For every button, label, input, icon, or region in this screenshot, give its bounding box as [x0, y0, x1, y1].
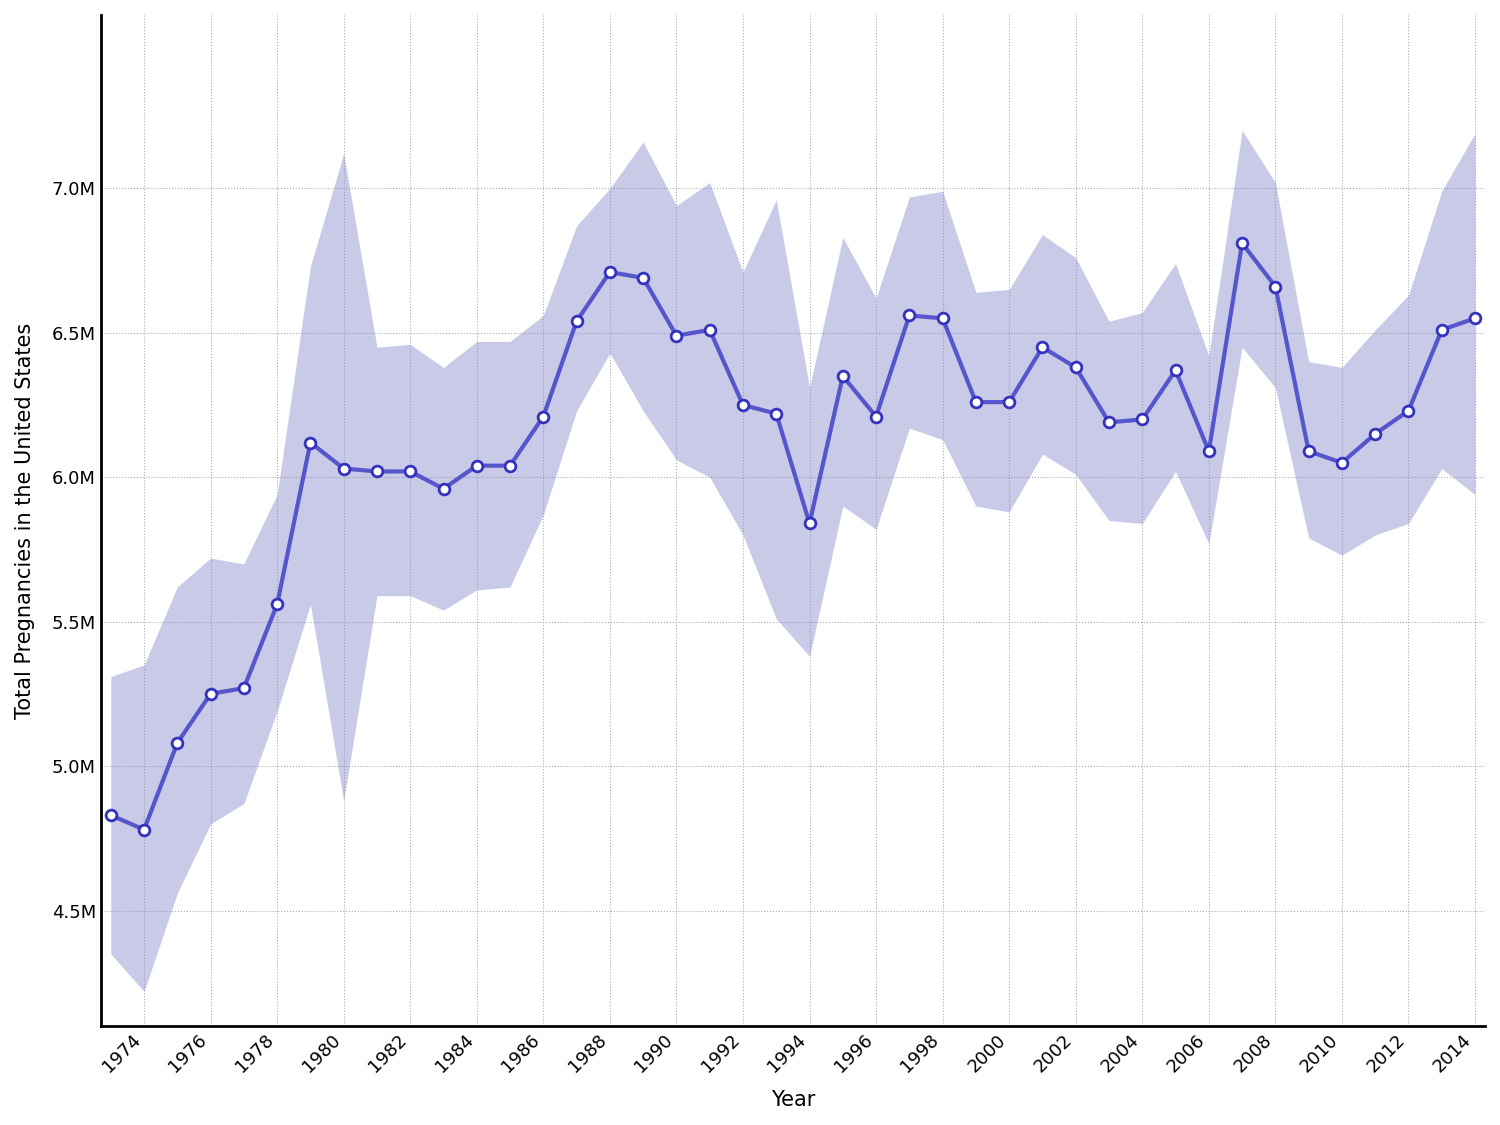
- Point: [165, 734, 189, 752]
- Point: [831, 367, 855, 385]
- Point: [1430, 321, 1454, 339]
- Point: [1131, 411, 1155, 429]
- Point: [1030, 339, 1054, 357]
- Point: [964, 393, 988, 411]
- Point: [364, 462, 388, 480]
- Point: [99, 807, 123, 825]
- Y-axis label: Total Pregnancies in the United States: Total Pregnancies in the United States: [15, 323, 34, 719]
- Point: [432, 479, 456, 497]
- Point: [1263, 278, 1287, 296]
- Point: [198, 685, 222, 703]
- Point: [132, 820, 156, 838]
- Point: [1197, 442, 1221, 460]
- Point: [864, 407, 888, 425]
- Point: [765, 405, 789, 423]
- Point: [1330, 453, 1354, 471]
- Point: [1064, 359, 1088, 377]
- Point: [332, 459, 356, 477]
- Point: [664, 326, 688, 344]
- Point: [1396, 402, 1420, 420]
- Point: [298, 433, 322, 451]
- Point: [531, 407, 555, 425]
- Point: [232, 680, 256, 698]
- Point: [1230, 234, 1254, 252]
- Point: [598, 263, 622, 281]
- Point: [998, 393, 1022, 411]
- Point: [930, 309, 954, 327]
- Point: [465, 457, 489, 475]
- Point: [1296, 442, 1320, 460]
- X-axis label: Year: Year: [771, 1090, 814, 1110]
- Point: [1164, 361, 1188, 379]
- Point: [1096, 413, 1120, 431]
- Point: [897, 306, 921, 324]
- Point: [1462, 309, 1486, 327]
- Point: [398, 462, 422, 480]
- Point: [498, 457, 522, 475]
- Point: [730, 396, 754, 414]
- Point: [632, 269, 656, 287]
- Point: [564, 313, 588, 331]
- Point: [1364, 425, 1388, 443]
- Point: [798, 514, 822, 532]
- Point: [698, 321, 721, 339]
- Point: [266, 595, 290, 613]
